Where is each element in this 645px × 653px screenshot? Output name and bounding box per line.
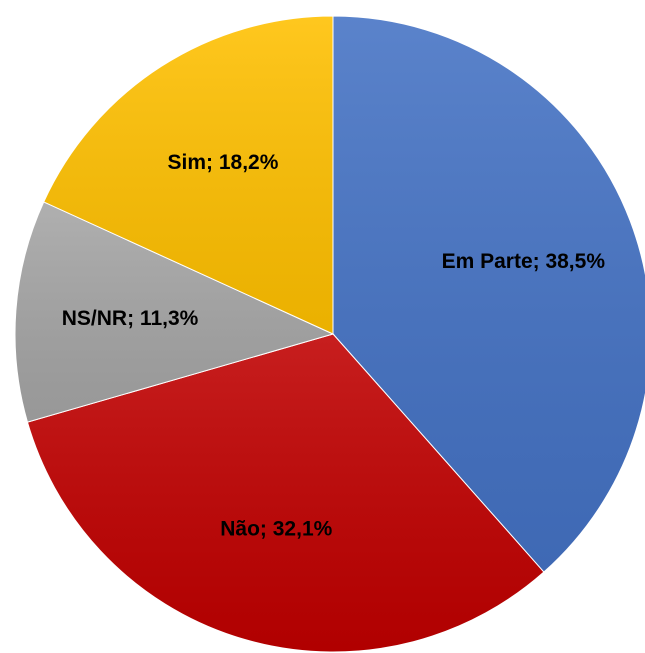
data-label: Sim; 18,2%	[168, 150, 279, 173]
value-label: 18,2%	[219, 150, 279, 173]
slice-shade	[43, 15, 334, 335]
label-separator: ;	[127, 307, 140, 330]
data-label: NS/NR; 11,3%	[62, 307, 199, 330]
value-label: 32,1%	[273, 517, 333, 540]
value-label: 11,3%	[140, 307, 199, 330]
label-separator: ;	[533, 249, 546, 272]
slice-shade	[26, 333, 545, 653]
category-label: Não	[220, 517, 260, 540]
label-separator: ;	[260, 517, 273, 540]
slice-shade	[332, 15, 645, 573]
label-separator: ;	[206, 150, 219, 173]
slice-shade	[14, 201, 335, 423]
data-label: Não; 32,1%	[220, 517, 332, 540]
category-label: NS/NR	[62, 307, 127, 330]
category-label: Sim	[168, 150, 207, 173]
category-label: Em Parte	[442, 249, 533, 272]
value-label: 38,5%	[545, 249, 605, 272]
data-label: Em Parte; 38,5%	[442, 249, 606, 272]
